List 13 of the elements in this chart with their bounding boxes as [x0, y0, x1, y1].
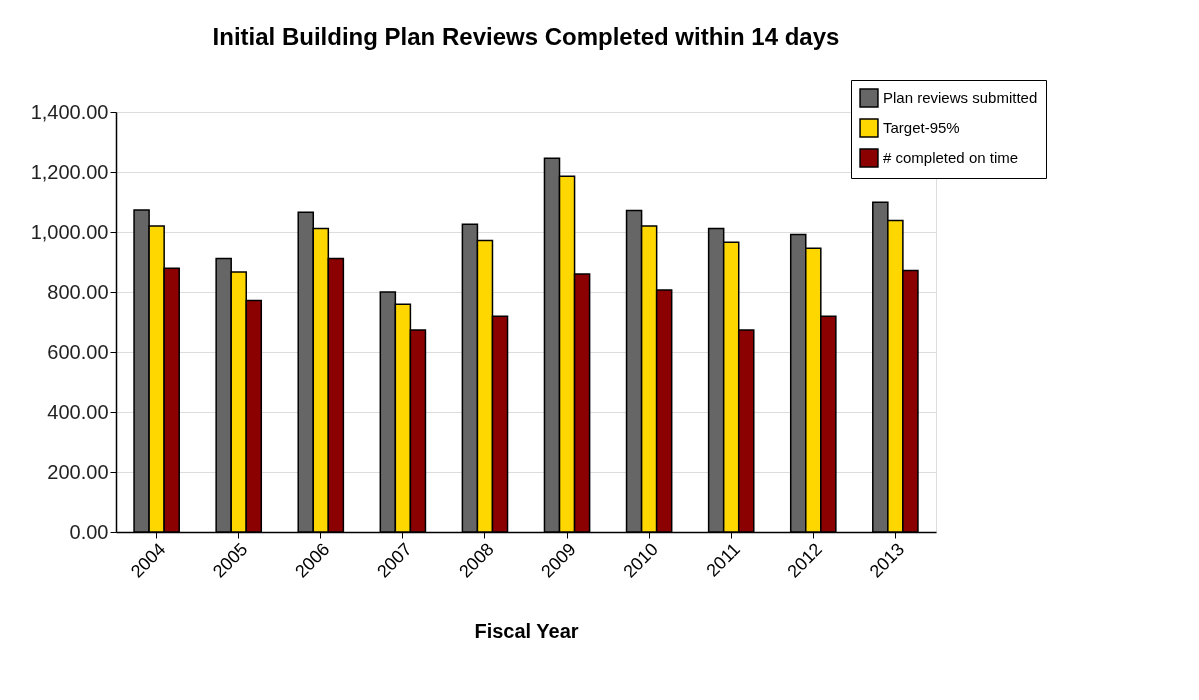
y-tick-label: 600.00 — [47, 340, 109, 363]
y-tick-label: 400.00 — [47, 400, 109, 423]
y-tick-label: 1,200.00 — [30, 160, 109, 183]
y-tick-label: 800.00 — [47, 280, 109, 303]
y-tick-label: 1,000.00 — [30, 220, 109, 243]
legend-label: Plan reviews submitted — [883, 89, 1038, 106]
legend-label: Target-95% — [883, 119, 960, 136]
x-axis-title: Fiscal Year — [474, 619, 579, 642]
y-tick-label: 200.00 — [47, 460, 109, 483]
chart-title: Initial Building Plan Reviews Completed within 14 days — [212, 22, 840, 50]
y-tick-label: 0.00 — [69, 520, 109, 543]
y-tick-label: 1,400.00 — [30, 100, 109, 123]
legend-label: # completed on time — [883, 149, 1019, 166]
